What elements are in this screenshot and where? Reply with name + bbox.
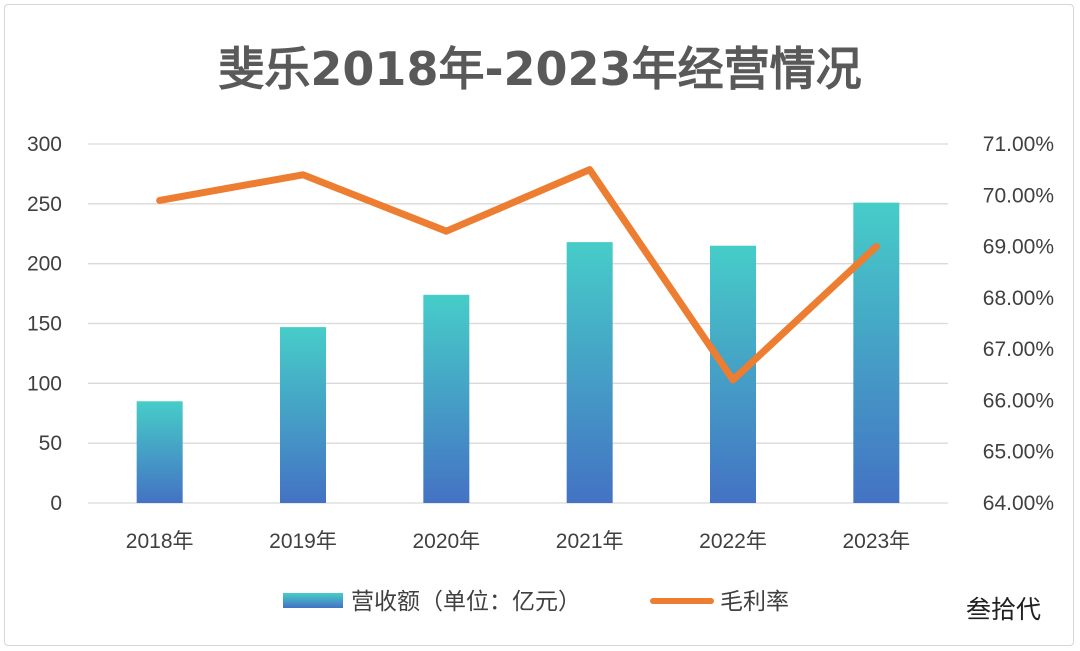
bar: [566, 242, 613, 504]
right-tick-label: 66.00%: [983, 389, 1054, 412]
x-tick-label: 2019年: [269, 530, 337, 553]
x-tick-label: 2022年: [699, 530, 767, 553]
right-tick-label: 69.00%: [983, 236, 1054, 259]
bar: [136, 401, 183, 503]
x-tick-label: 2020年: [412, 530, 480, 553]
x-tick-label: 2021年: [556, 530, 624, 553]
bar: [423, 294, 470, 503]
right-tick-label: 67.00%: [983, 338, 1054, 361]
x-axis: 2018年 2019年 2020年 2021年 2022年 2023年: [126, 530, 910, 553]
legend: 营收额（单位：亿元） 毛利率: [283, 589, 789, 615]
right-tick-label: 71.00%: [983, 133, 1054, 156]
gridlines: [88, 143, 948, 504]
left-axis: 0 50 100 150 200 250 300: [27, 133, 62, 515]
x-tick-label: 2018年: [126, 530, 194, 553]
left-tick-label: 300: [27, 133, 62, 156]
margin-line: [156, 166, 880, 384]
legend-bar-swatch: [283, 593, 343, 608]
left-tick-label: 0: [50, 492, 62, 515]
legend-line-label: 毛利率: [720, 589, 789, 615]
left-tick-label: 250: [27, 193, 62, 216]
right-tick-label: 70.00%: [983, 184, 1054, 207]
right-axis: 64.00% 65.00% 66.00% 67.00% 68.00% 69.00% 70.0…: [983, 133, 1054, 515]
chart-title: 斐乐2018年-2023年经营情况: [218, 42, 861, 96]
x-tick-label: 2023年: [842, 530, 910, 553]
bar: [280, 327, 326, 503]
left-tick-label: 50: [39, 432, 62, 455]
left-tick-label: 150: [27, 313, 62, 336]
chart-frame: [4, 4, 1074, 646]
line-series: [156, 166, 880, 384]
watermark: 叁拾代: [966, 595, 1041, 624]
right-tick-label: 65.00%: [983, 441, 1054, 464]
right-tick-label: 68.00%: [983, 287, 1054, 310]
bar-series: [136, 202, 900, 504]
bar: [853, 202, 900, 504]
right-tick-label: 64.00%: [983, 492, 1054, 515]
left-tick-label: 100: [27, 372, 62, 395]
left-tick-label: 200: [27, 253, 62, 276]
legend-bar-label: 营收额（单位：亿元）: [351, 589, 581, 615]
